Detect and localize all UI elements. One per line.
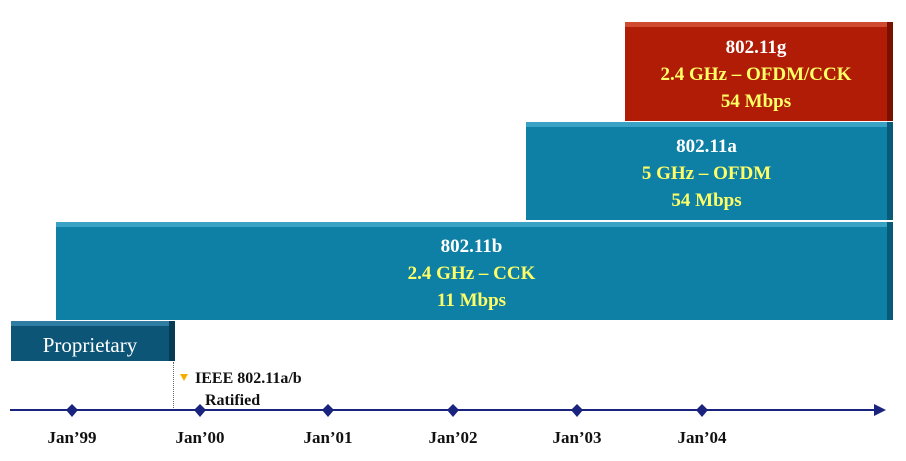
bar-side-edge bbox=[887, 222, 893, 320]
bar-face: Proprietary bbox=[11, 326, 169, 361]
timeline-tick-diamond-icon bbox=[696, 404, 708, 417]
timeline-tick-marks bbox=[66, 404, 708, 417]
standard-rate: 54 Mbps bbox=[720, 90, 792, 112]
timeline-tick-diamond-icon bbox=[447, 404, 459, 417]
timeline-tick-label: Jan’02 bbox=[428, 428, 478, 447]
bar-face: 802.11a 5 GHz – OFDM 54 Mbps bbox=[526, 127, 887, 220]
milestone-title: IEEE 802.11a/b bbox=[195, 370, 302, 387]
bar-face: 802.11g 2.4 GHz – OFDM/CCK 54 Mbps bbox=[625, 27, 887, 121]
bar-top-edge bbox=[11, 321, 169, 326]
bar-face: 802.11b 2.4 GHz – CCK 11 Mbps bbox=[56, 227, 887, 320]
standard-name: 802.11g bbox=[725, 36, 787, 58]
standard-rate: 54 Mbps bbox=[671, 190, 742, 211]
bar-top-edge bbox=[526, 122, 887, 127]
standard-bar-802-11a: 802.11a 5 GHz – OFDM 54 Mbps bbox=[526, 122, 893, 220]
timeline-tick-diamond-icon bbox=[194, 404, 206, 417]
timeline-arrow-icon bbox=[874, 404, 886, 416]
timeline-tick-label: Jan’04 bbox=[677, 428, 727, 447]
timeline-tick-diamond-icon bbox=[322, 404, 334, 417]
milestone-subtitle: Ratified bbox=[205, 392, 261, 409]
timeline-tick-label: Jan’01 bbox=[303, 428, 353, 447]
bar-top-edge bbox=[625, 22, 887, 27]
standard-bar-802-11b: 802.11b 2.4 GHz – CCK 11 Mbps bbox=[56, 222, 893, 320]
bar-side-edge bbox=[887, 22, 893, 121]
timeline-tick-label: Jan’99 bbox=[47, 428, 97, 447]
timeline-tick-label: Jan’03 bbox=[552, 428, 602, 447]
standard-bar-802-11g: 802.11g 2.4 GHz – OFDM/CCK 54 Mbps bbox=[625, 22, 893, 121]
timeline-tick-diamond-icon bbox=[571, 404, 583, 417]
standard-band-modulation: 5 GHz – OFDM bbox=[641, 163, 772, 184]
bar-side-edge bbox=[169, 321, 175, 361]
bar-top-edge bbox=[56, 222, 887, 227]
standard-name: 802.11b bbox=[440, 236, 503, 257]
standard-rate: 11 Mbps bbox=[436, 290, 507, 311]
timeline-tick-diamond-icon bbox=[66, 404, 78, 417]
standard-band-modulation: 2.4 GHz – OFDM/CCK bbox=[660, 63, 852, 85]
timeline-tick-label: Jan’00 bbox=[175, 428, 225, 447]
milestone-triangle-icon bbox=[180, 374, 188, 381]
proprietary-label: Proprietary bbox=[42, 333, 138, 357]
milestone-label: IEEE 802.11a/b Ratified bbox=[195, 368, 302, 412]
standard-name: 802.11a bbox=[676, 136, 737, 157]
proprietary-bar: Proprietary bbox=[11, 321, 175, 361]
bar-side-edge bbox=[887, 122, 893, 220]
standard-band-modulation: 2.4 GHz – CCK bbox=[407, 263, 536, 284]
milestone-guide-line bbox=[173, 362, 174, 408]
